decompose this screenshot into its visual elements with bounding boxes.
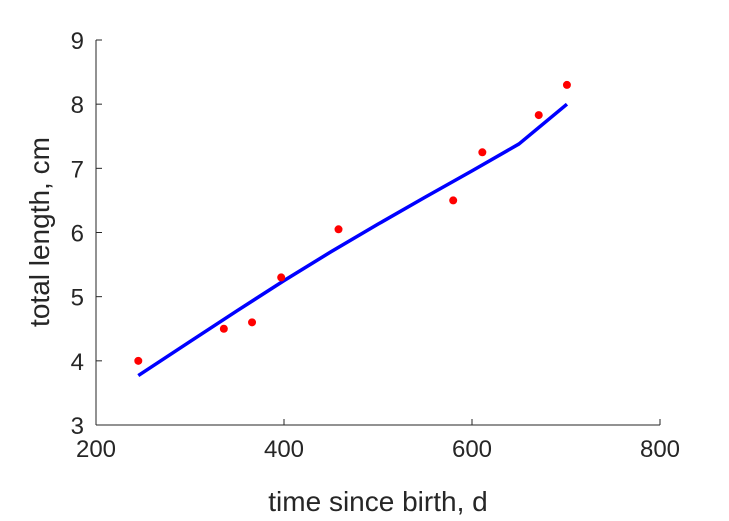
fit-layer — [137, 102, 569, 378]
y-tick-label: 5 — [71, 285, 84, 312]
data-point — [334, 225, 343, 234]
data-point — [534, 111, 543, 120]
ticks: 200 400 600 800 3 4 5 6 7 8 9 — [71, 28, 680, 463]
x-tick-label: 400 — [264, 436, 304, 463]
y-tick-label: 7 — [71, 156, 84, 183]
data-point — [449, 196, 458, 205]
x-tick-label: 600 — [452, 436, 492, 463]
data-point — [562, 80, 571, 89]
data-point — [248, 318, 257, 327]
y-tick-label: 8 — [71, 92, 84, 119]
fit-curve — [137, 102, 569, 378]
plot-axes — [95, 40, 660, 426]
x-axis-title: time since birth, d — [268, 486, 487, 517]
y-axis-title: total length, cm — [24, 137, 55, 327]
data-point — [134, 356, 143, 365]
y-tick-label: 3 — [71, 413, 84, 440]
y-tick-label: 6 — [71, 221, 84, 248]
y-tick-label: 4 — [71, 349, 84, 376]
points-layer — [134, 80, 571, 365]
y-tick-label: 9 — [71, 28, 84, 55]
data-point — [219, 324, 228, 333]
x-tick-label: 800 — [640, 436, 680, 463]
data-point — [478, 148, 487, 157]
data-point — [277, 273, 286, 282]
x-tick-label: 200 — [76, 436, 116, 463]
